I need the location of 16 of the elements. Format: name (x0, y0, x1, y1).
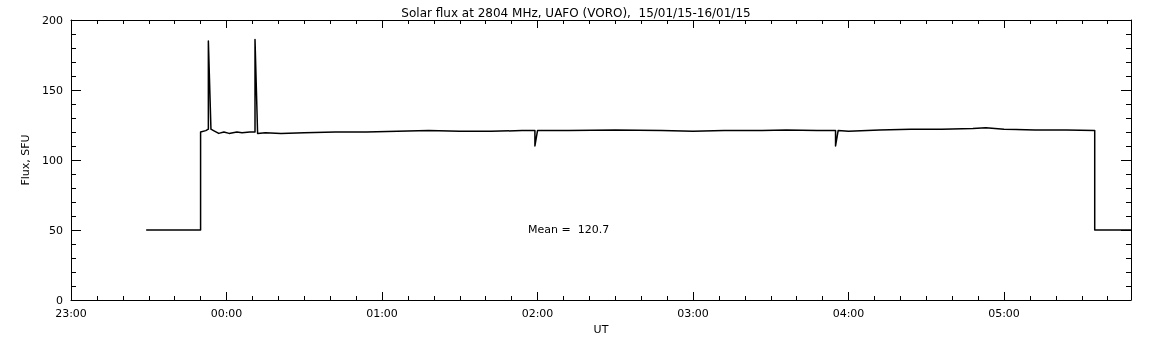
annotation: Mean = 120.7 (528, 223, 610, 236)
x-tick-label: 02:00 (521, 307, 554, 320)
chart-title: Solar flux at 2804 MHz, UAFO (VORO), 15/01/15-16/01/15 (401, 6, 751, 20)
y-axis-title: Flux, SFU (19, 134, 33, 186)
x-tick-label: 03:00 (677, 307, 709, 320)
x-axis-title: UT (593, 322, 609, 336)
y-tick-label: 50 (49, 223, 63, 237)
x-tick-label: 05:00 (988, 307, 1020, 320)
y-tick-label: 150 (42, 83, 63, 97)
x-tick-label: 00:00 (210, 307, 243, 320)
x-tick-label: 04:00 (832, 307, 865, 320)
y-tick-label: 0 (56, 293, 63, 307)
y-tick-label: 100 (42, 153, 63, 167)
y-tick-label: 200 (42, 13, 63, 27)
x-tick-label: 23:00 (55, 307, 87, 320)
x-tick-label: 01:00 (366, 307, 398, 320)
